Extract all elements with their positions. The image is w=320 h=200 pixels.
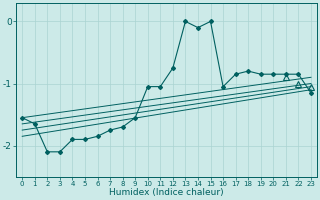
X-axis label: Humidex (Indice chaleur): Humidex (Indice chaleur) [109,188,224,197]
